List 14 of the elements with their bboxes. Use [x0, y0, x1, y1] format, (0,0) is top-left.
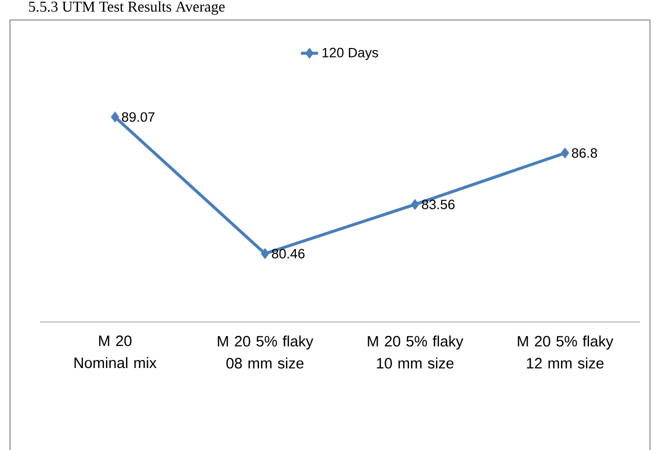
x-tick-label: M 20 5% flaky 12 mm size	[518, 336, 614, 369]
chart-title: 5.5.3 UTM Test Results Average	[29, 1, 225, 15]
point	[410, 198, 420, 210]
legend-label: 120 Days	[322, 48, 378, 60]
data-label: 83.56	[422, 200, 455, 210]
point	[110, 111, 120, 123]
point	[560, 147, 570, 159]
x-tick-label: M 20 5% flaky 10 mm size	[368, 336, 464, 369]
data-label: 89.07	[122, 112, 154, 122]
x-tick-label: M 20 5% flaky 08 mm size	[218, 336, 314, 369]
data-label: 80.46	[272, 248, 305, 258]
data-label: 86.8	[572, 148, 598, 158]
point	[260, 248, 270, 260]
x-tick-label: M 20 Nominal mix	[74, 336, 156, 368]
